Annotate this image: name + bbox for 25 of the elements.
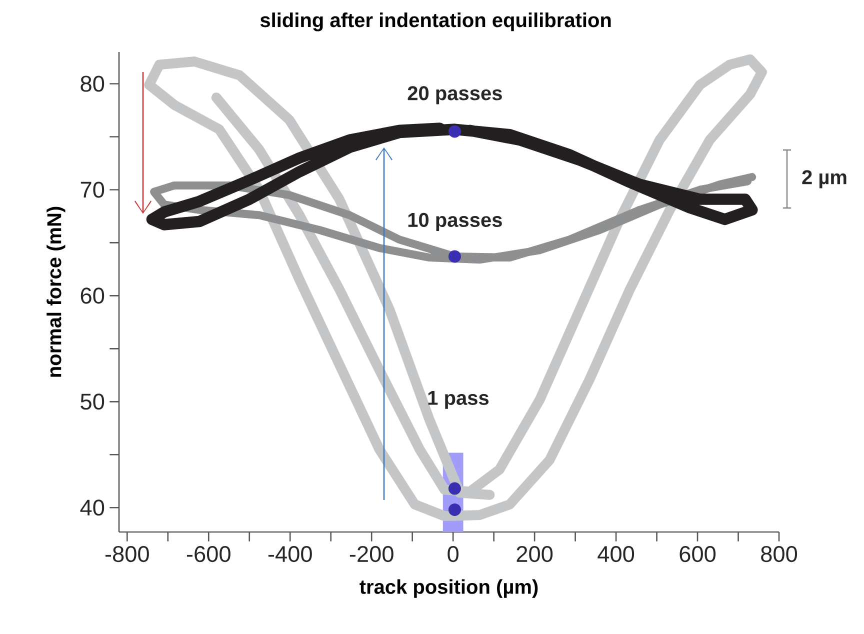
chart-title: sliding after indentation equilibration	[260, 12, 611, 32]
x-tick-label: -400	[268, 546, 312, 562]
y-axis-title: normal force (mN)	[46, 206, 66, 377]
x-tick-label: 0	[448, 546, 459, 562]
x-tick-label: 800	[761, 546, 798, 562]
y-tick-label: 50	[80, 394, 104, 410]
x-tick-label: 200	[516, 546, 553, 562]
x-tick-label: 400	[598, 546, 634, 562]
x-axis-title: track position (µm)	[360, 579, 538, 598]
text: 2 µm	[802, 170, 846, 188]
y-tick-label: 40	[80, 500, 104, 516]
x-tick-label: 600	[680, 546, 716, 562]
series-label: 10 passes	[408, 212, 502, 231]
x-tick-label: -600	[186, 546, 230, 562]
point	[448, 250, 461, 263]
y-tick-label: 60	[80, 288, 104, 304]
x-tick-label: -200	[350, 546, 394, 562]
series-label: 20 passes	[408, 86, 502, 104]
x-tick-label: -800	[105, 546, 149, 562]
series-label: 1 pass	[428, 391, 489, 409]
y-tick-label: 70	[80, 182, 104, 198]
point	[448, 125, 461, 138]
point	[448, 482, 461, 495]
y-tick-label: 80	[80, 76, 104, 92]
point	[448, 503, 461, 516]
